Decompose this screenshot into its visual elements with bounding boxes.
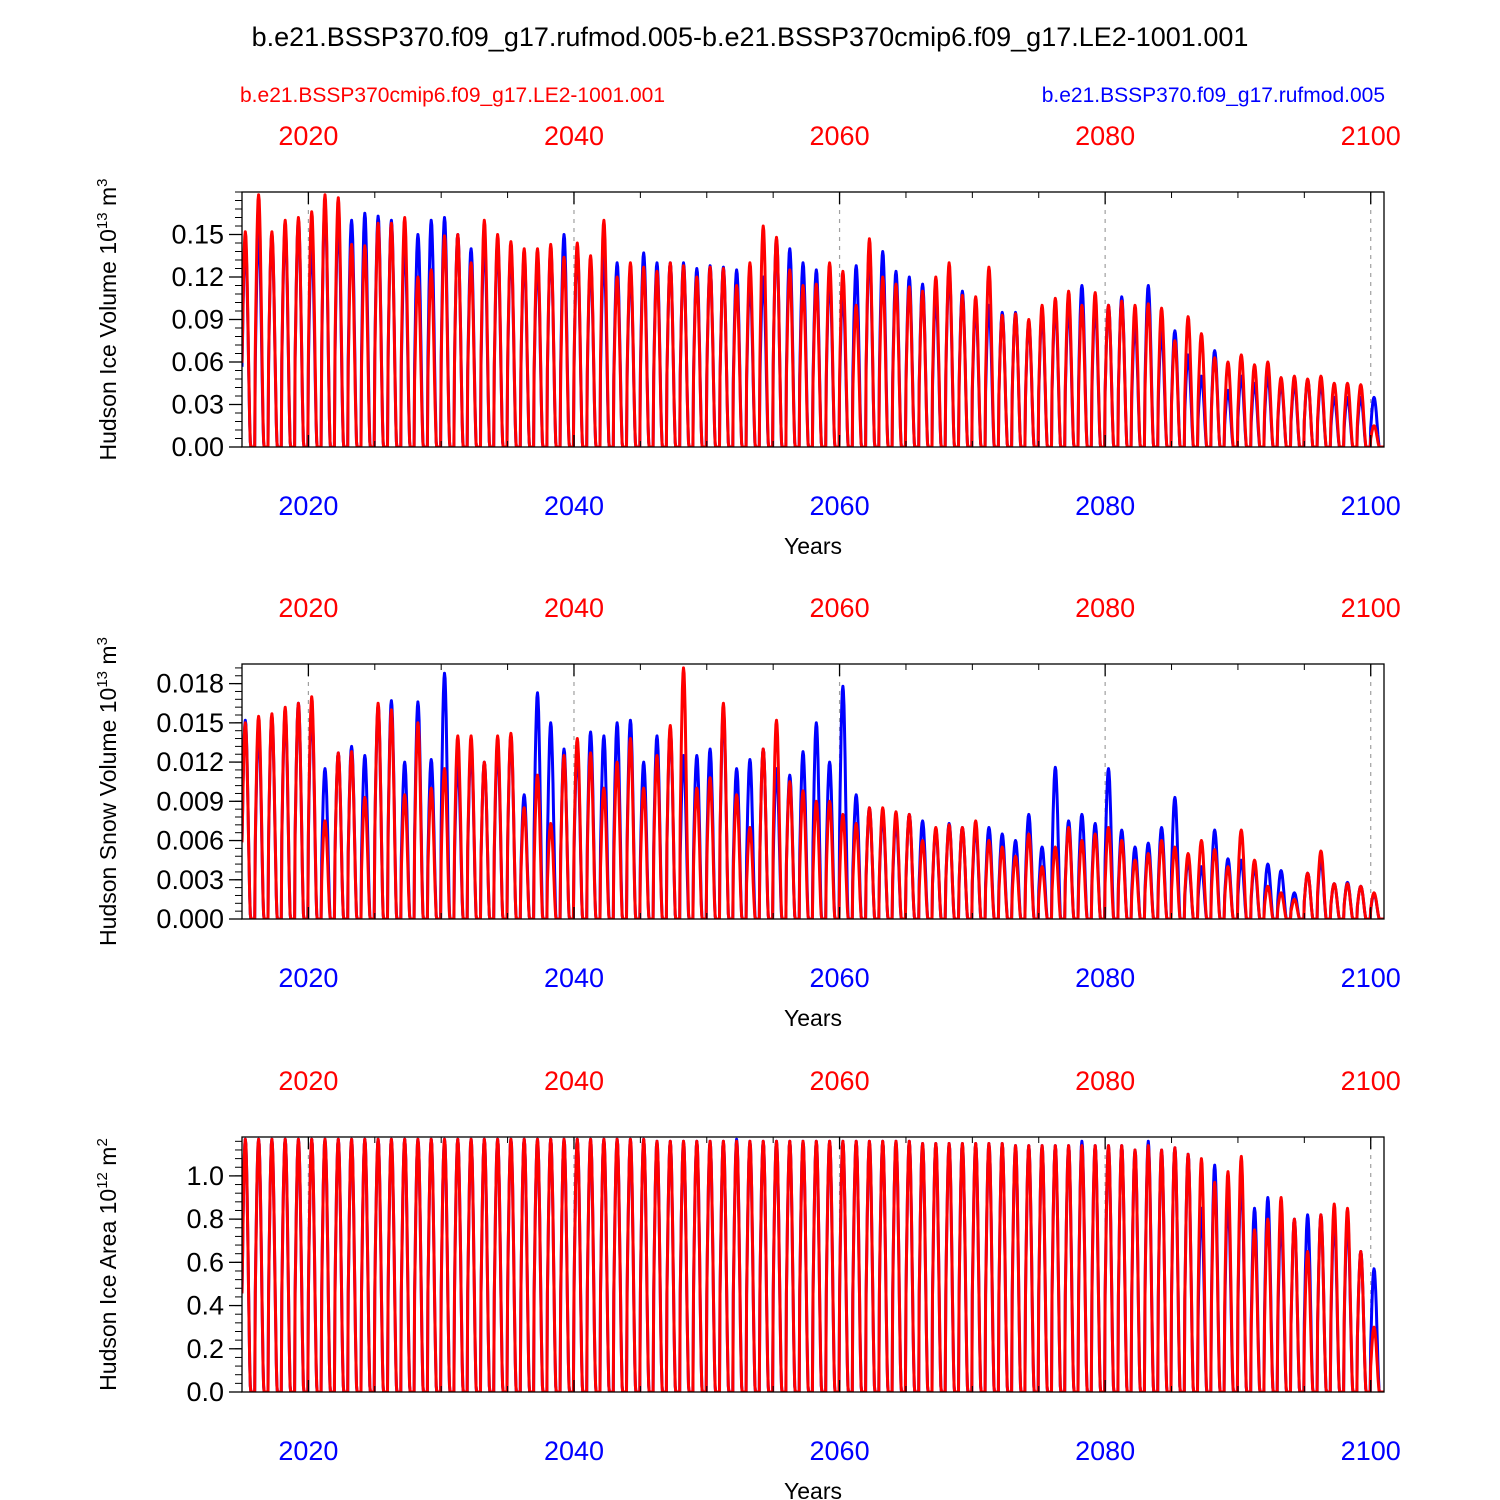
chart-title: b.e21.BSSP370.f09_g17.rufmod.005-b.e21.B… xyxy=(252,22,1249,52)
x-axis-title: Years xyxy=(784,533,842,559)
x-tick-label-top: 2040 xyxy=(544,593,604,623)
plot-frame xyxy=(241,663,1385,920)
series-line-red xyxy=(242,193,1384,447)
y-axis-title-unit: m xyxy=(95,1147,121,1173)
y-axis-title: Hudson Snow Volume 1013 m3 xyxy=(94,637,121,946)
legend-blue-label: b.e21.BSSP370.f09_g17.rufmod.005 xyxy=(1042,84,1385,107)
x-tick-label-top: 2020 xyxy=(278,1066,338,1096)
x-tick-label-top: 2060 xyxy=(810,593,870,623)
y-tick-label: 0.012 xyxy=(156,747,224,777)
x-tick-label-bottom: 2020 xyxy=(278,491,338,521)
x-tick-label-top: 2020 xyxy=(278,121,338,151)
plot-frame xyxy=(241,1136,1385,1393)
series-line-red xyxy=(242,666,1384,919)
x-tick-label-bottom: 2040 xyxy=(544,491,604,521)
y-tick-label: 0.006 xyxy=(156,826,224,856)
y-tick-label: 0.6 xyxy=(186,1247,224,1277)
x-tick-label-top: 2100 xyxy=(1341,593,1401,623)
y-axis-title-exponent: 13 xyxy=(94,671,111,688)
y-axis-title-unit: m xyxy=(95,645,121,671)
x-tick-label-top: 2060 xyxy=(810,1066,870,1096)
y-axis-title-main: Hudson Ice Volume 10 xyxy=(95,229,121,460)
x-tick-label-bottom: 2080 xyxy=(1075,491,1135,521)
y-axis-title-unit-exponent: 2 xyxy=(94,1138,111,1146)
y-tick-label: 0.03 xyxy=(171,390,224,420)
x-tick-label-bottom: 2020 xyxy=(278,963,338,993)
y-axis-title: Hudson Ice Area 1012 m2 xyxy=(94,1138,121,1391)
y-axis-title-exponent: 13 xyxy=(94,212,111,229)
x-tick-label-top: 2080 xyxy=(1075,121,1135,151)
y-tick-label: 0.0 xyxy=(186,1377,224,1407)
x-tick-label-top: 2040 xyxy=(544,121,604,151)
x-tick-label-bottom: 2100 xyxy=(1341,1436,1401,1466)
y-tick-label: 0.018 xyxy=(156,669,224,699)
y-axis-title-unit-exponent: 3 xyxy=(94,178,111,186)
y-tick-label: 0.000 xyxy=(156,904,224,934)
x-tick-label-top: 2040 xyxy=(544,1066,604,1096)
x-tick-label-bottom: 2080 xyxy=(1075,1436,1135,1466)
series-line-red xyxy=(242,1137,1384,1392)
panel-ice-area: 2020 2020 2040 2040 2060 2060 2080 2080 2100 2100… xyxy=(94,1066,1401,1500)
x-tick-label-bottom: 2040 xyxy=(544,963,604,993)
x-tick-label-top: 2100 xyxy=(1341,121,1401,151)
panel-ice-volume: 2020 2020 2040 2040 2060 2060 2080 2080 2100 2100… xyxy=(94,121,1401,559)
y-tick-label: 0.09 xyxy=(171,305,224,335)
x-tick-label-bottom: 2020 xyxy=(278,1436,338,1466)
y-axis-title-unit: m xyxy=(95,187,121,213)
y-axis-title-exponent: 12 xyxy=(94,1172,111,1189)
x-tick-label-top: 2080 xyxy=(1075,1066,1135,1096)
y-axis-title-unit-exponent: 3 xyxy=(94,637,111,645)
legend-red-label: b.e21.BSSP370cmip6.f09_g17.LE2-1001.001 xyxy=(240,84,665,107)
x-axis-title: Years xyxy=(784,1478,842,1500)
y-tick-label: 0.4 xyxy=(186,1291,224,1321)
panel-snow-volume: 2020 2020 2040 2040 2060 2060 2080 2080 2100 2100… xyxy=(94,593,1401,1031)
x-tick-label-top: 2080 xyxy=(1075,593,1135,623)
y-tick-label: 0.15 xyxy=(171,220,224,250)
x-tick-label-top: 2060 xyxy=(810,121,870,151)
y-tick-label: 0.2 xyxy=(186,1334,224,1364)
x-tick-label-bottom: 2060 xyxy=(810,491,870,521)
y-tick-label: 0.015 xyxy=(156,708,224,738)
y-axis-title: Hudson Ice Volume 1013 m3 xyxy=(94,178,121,460)
y-tick-label: 0.12 xyxy=(171,262,224,292)
x-tick-label-bottom: 2100 xyxy=(1341,963,1401,993)
x-tick-label-bottom: 2100 xyxy=(1341,491,1401,521)
y-tick-label: 0.003 xyxy=(156,865,224,895)
x-tick-label-bottom: 2080 xyxy=(1075,963,1135,993)
y-axis-title-main: Hudson Ice Area 10 xyxy=(95,1189,121,1391)
y-axis-title-main: Hudson Snow Volume 10 xyxy=(95,688,121,946)
x-tick-label-top: 2100 xyxy=(1341,1066,1401,1096)
y-tick-label: 0.009 xyxy=(156,786,224,816)
x-axis-title: Years xyxy=(784,1005,842,1031)
y-tick-label: 0.06 xyxy=(171,347,224,377)
y-tick-label: 0.00 xyxy=(171,432,224,462)
y-tick-label: 1.0 xyxy=(186,1161,224,1191)
x-tick-label-top: 2020 xyxy=(278,593,338,623)
x-tick-label-bottom: 2040 xyxy=(544,1436,604,1466)
x-tick-label-bottom: 2060 xyxy=(810,1436,870,1466)
x-tick-label-bottom: 2060 xyxy=(810,963,870,993)
y-tick-label: 0.8 xyxy=(186,1204,224,1234)
